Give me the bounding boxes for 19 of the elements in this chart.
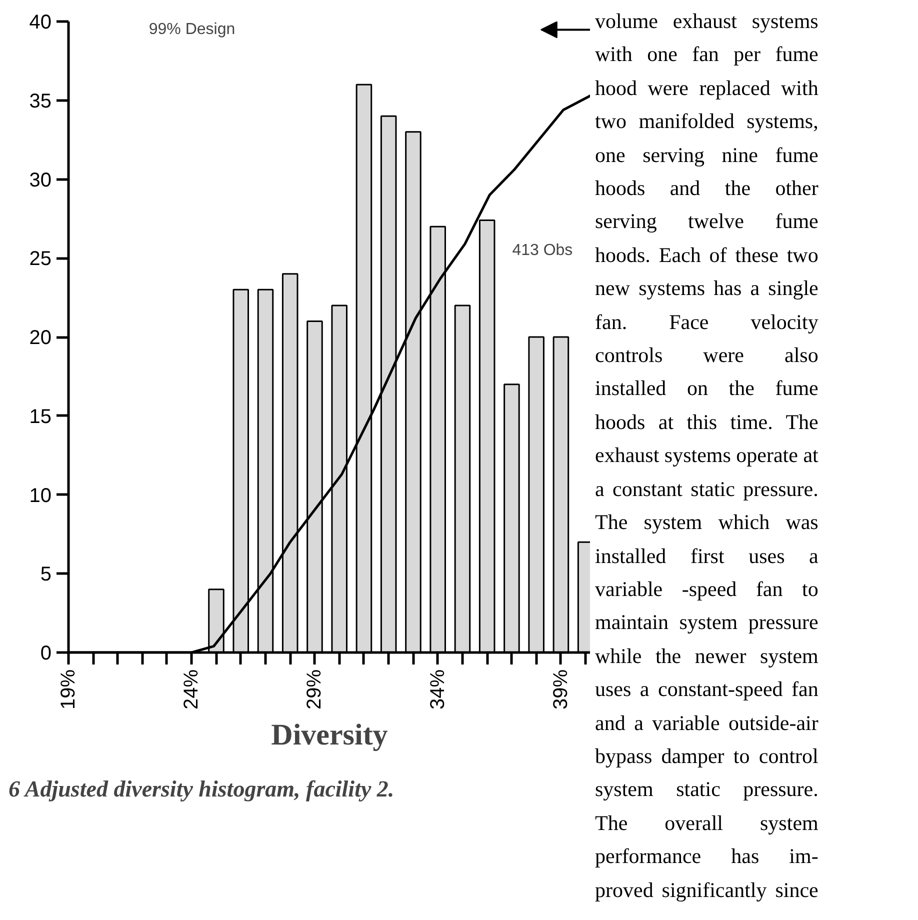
annotation: 413 Obs bbox=[512, 242, 573, 260]
y-tick-label: 10 bbox=[29, 484, 52, 507]
text: volume exhaust systems with one fan per fume hood were replaced with two manifolded systems, one serving nine fume hoods and the other serving twelve fume hoods. Each of these two new systems has a single fan. Face velocity controls were also installed on the fume hoods at this time. The exhaust systems operate at a constant static pressure. The system which was installed first uses a variable -speed fan to maintain system pressure while the newer system uses a constant-speed fan and a variable outside-air bypass damper to control system static pressure. The overall system performance has im- proved significantly since bbox=[595, 9, 818, 902]
y-tick-label: 25 bbox=[29, 248, 52, 270]
y-tick-label: 20 bbox=[29, 327, 52, 349]
x-tick-label: 34% bbox=[426, 669, 449, 710]
text: 6 Adjusted diversity histogram, facility 2. bbox=[8, 776, 394, 802]
y-tick-label: 5 bbox=[40, 564, 52, 586]
y-tick-label: 15 bbox=[29, 406, 52, 428]
x-tick-label: 24% bbox=[180, 669, 203, 710]
x-tick-label: 39% bbox=[550, 669, 572, 710]
x-tick-label: 29% bbox=[304, 669, 326, 710]
y-tick-label: 30 bbox=[29, 169, 52, 192]
y-tick-label: 0 bbox=[40, 642, 52, 664]
x-tick-label: 19% bbox=[58, 669, 80, 710]
x-axis-title: Diversity bbox=[271, 718, 388, 752]
y-tick-label: 35 bbox=[29, 90, 52, 112]
annotation: 99% Design bbox=[148, 21, 236, 38]
y-tick-label: 40 bbox=[29, 12, 52, 34]
